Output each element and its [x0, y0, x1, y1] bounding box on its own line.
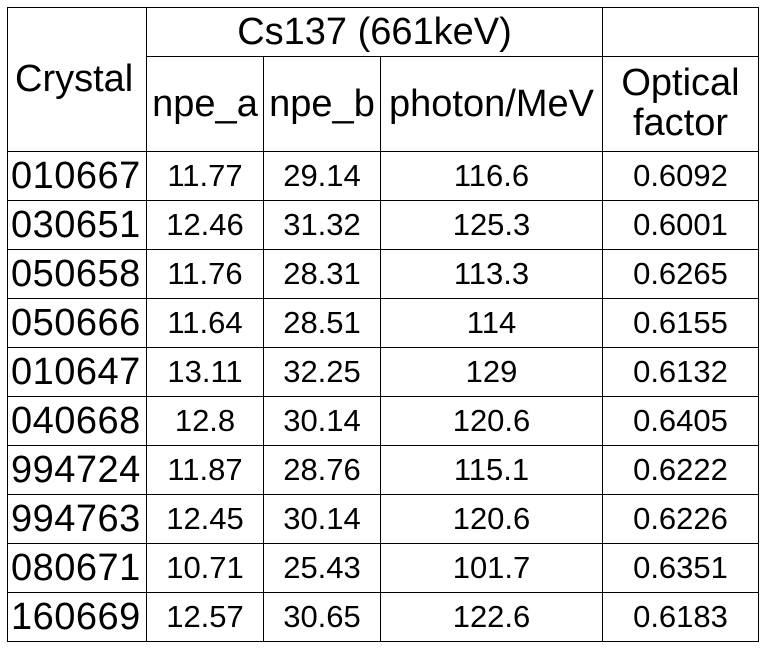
cell-npe-a: 11.77 — [146, 151, 264, 201]
cell-npe-b: 29.14 — [263, 151, 381, 201]
cell-photon-per-mev: 129 — [380, 347, 603, 397]
table-row: 050658 11.76 28.31 113.3 0.6265 — [7, 249, 759, 299]
table-row: 080671 10.71 25.43 101.7 0.6351 — [7, 543, 759, 593]
cell-crystal: 160669 — [7, 592, 147, 642]
cell-optical-factor: 0.6092 — [602, 151, 759, 201]
cell-crystal: 050666 — [7, 298, 147, 348]
header-npe-a: npe_a — [146, 56, 264, 152]
header-source-group: Cs137 (661keV) — [146, 7, 603, 57]
header-optical-factor-line1: Optical — [621, 62, 740, 105]
header-crystal: Crystal — [7, 7, 147, 152]
cell-optical-factor: 0.6265 — [602, 249, 759, 299]
cell-photon-per-mev: 125.3 — [380, 200, 603, 250]
header-npe-b: npe_b — [263, 56, 381, 152]
cell-npe-a: 10.71 — [146, 543, 264, 593]
header-empty-cell — [602, 7, 759, 57]
cell-npe-b: 32.25 — [263, 347, 381, 397]
cell-npe-b: 28.76 — [263, 445, 381, 495]
cell-optical-factor: 0.6405 — [602, 396, 759, 446]
header-optical-factor-line2: factor — [632, 102, 729, 144]
cell-photon-per-mev: 115.1 — [380, 445, 603, 495]
cell-crystal: 010647 — [7, 347, 147, 397]
cell-npe-a: 12.45 — [146, 494, 264, 544]
cell-npe-a: 11.64 — [146, 298, 264, 348]
cell-optical-factor: 0.6183 — [602, 592, 759, 642]
header-photon-per-mev: photon/MeV — [380, 56, 603, 152]
header-row-1: Crystal Cs137 (661keV) — [7, 7, 759, 152]
table-row: 010647 13.11 32.25 129 0.6132 — [7, 347, 759, 397]
cell-photon-per-mev: 114 — [380, 298, 603, 348]
cell-optical-factor: 0.6155 — [602, 298, 759, 348]
crystal-data-table: Crystal Cs137 (661keV) npe_a npe_b photo… — [7, 7, 759, 642]
cell-npe-b: 25.43 — [263, 543, 381, 593]
cell-npe-b: 28.51 — [263, 298, 381, 348]
cell-crystal: 994763 — [7, 494, 147, 544]
cell-photon-per-mev: 113.3 — [380, 249, 603, 299]
cell-npe-a: 11.76 — [146, 249, 264, 299]
cell-photon-per-mev: 120.6 — [380, 396, 603, 446]
table-row: 050666 11.64 28.51 114 0.6155 — [7, 298, 759, 348]
cell-photon-per-mev: 101.7 — [380, 543, 603, 593]
cell-optical-factor: 0.6132 — [602, 347, 759, 397]
table-row: 994763 12.45 30.14 120.6 0.6226 — [7, 494, 759, 544]
cell-npe-b: 28.31 — [263, 249, 381, 299]
table-row: 994724 11.87 28.76 115.1 0.6222 — [7, 445, 759, 495]
cell-optical-factor: 0.6222 — [602, 445, 759, 495]
cell-crystal: 040668 — [7, 396, 147, 446]
cell-npe-a: 13.11 — [146, 347, 264, 397]
cell-npe-a: 12.8 — [146, 396, 264, 446]
header-optical-factor: Optical factor — [602, 56, 759, 152]
cell-npe-a: 12.57 — [146, 592, 264, 642]
cell-optical-factor: 0.6001 — [602, 200, 759, 250]
cell-optical-factor: 0.6351 — [602, 543, 759, 593]
cell-npe-b: 30.14 — [263, 494, 381, 544]
cell-optical-factor: 0.6226 — [602, 494, 759, 544]
table-row: 040668 12.8 30.14 120.6 0.6405 — [7, 396, 759, 446]
cell-photon-per-mev: 120.6 — [380, 494, 603, 544]
cell-crystal: 080671 — [7, 543, 147, 593]
cell-photon-per-mev: 122.6 — [380, 592, 603, 642]
cell-crystal: 994724 — [7, 445, 147, 495]
cell-npe-b: 30.65 — [263, 592, 381, 642]
table-row: 030651 12.46 31.32 125.3 0.6001 — [7, 200, 759, 250]
cell-photon-per-mev: 116.6 — [380, 151, 603, 201]
cell-crystal: 030651 — [7, 200, 147, 250]
cell-npe-b: 31.32 — [263, 200, 381, 250]
cell-crystal: 010667 — [7, 151, 147, 201]
table-row: 010667 11.77 29.14 116.6 0.6092 — [7, 151, 759, 201]
cell-npe-b: 30.14 — [263, 396, 381, 446]
cell-npe-a: 12.46 — [146, 200, 264, 250]
table-row: 160669 12.57 30.65 122.6 0.6183 — [7, 592, 759, 642]
cell-crystal: 050658 — [7, 249, 147, 299]
cell-npe-a: 11.87 — [146, 445, 264, 495]
